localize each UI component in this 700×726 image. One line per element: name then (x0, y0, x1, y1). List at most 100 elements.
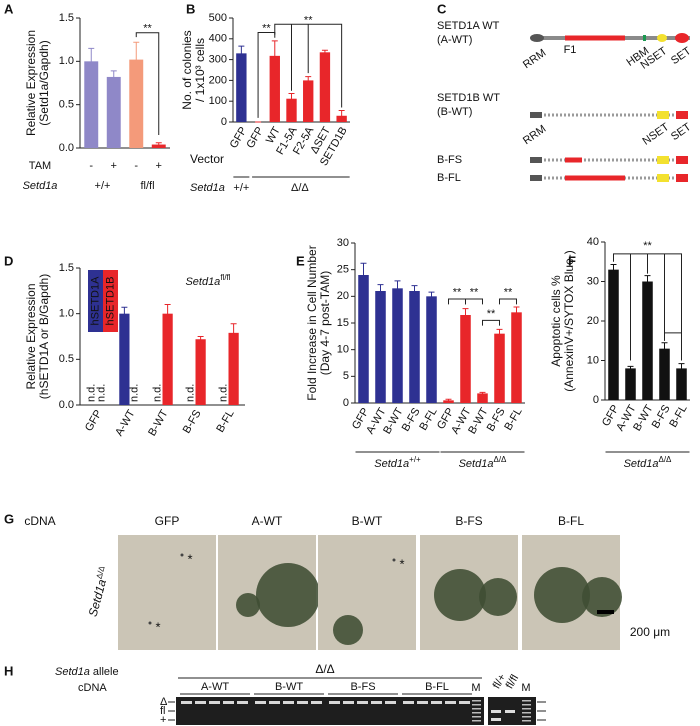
label-part: fl/fl (220, 273, 230, 282)
significance-bracket (448, 298, 466, 305)
band (472, 712, 481, 714)
band (255, 701, 266, 704)
band (522, 720, 531, 722)
label-part: Δ/Δ (493, 455, 507, 464)
row-label: cDNA (78, 682, 107, 694)
band (403, 701, 414, 704)
band-label: fl (160, 705, 166, 717)
band (329, 701, 340, 704)
bar (162, 313, 173, 405)
lane-label: M (471, 682, 480, 694)
colony (582, 577, 622, 617)
significance-label: ** (504, 287, 513, 299)
error-bar (411, 285, 418, 297)
error-bar (496, 328, 503, 338)
colony (333, 615, 363, 645)
colony (256, 563, 320, 627)
construct-label: B-FL (437, 172, 461, 184)
error-bar (238, 45, 245, 61)
domain (530, 175, 542, 181)
band (491, 718, 501, 721)
y-tick-label: 10 (587, 354, 599, 366)
y-axis-label: (Setd1a/Gapdh) (37, 40, 51, 125)
label: Setd1a+/+ (374, 455, 421, 470)
row-label: Setd1a (23, 180, 58, 192)
domain-label: SET (669, 121, 694, 143)
bar (84, 61, 99, 149)
domain (657, 156, 669, 164)
y-tick-label: 30 (337, 237, 349, 249)
y-tick-label: 300 (209, 54, 227, 66)
band (522, 704, 531, 706)
nd-label: n.d. (151, 384, 163, 402)
label-part: Setd1a (55, 666, 90, 678)
column-label: B-WT (352, 514, 383, 528)
bar (375, 291, 386, 403)
error-bar (678, 363, 685, 374)
error-bar (360, 262, 367, 287)
y-tick-label: 0 (593, 394, 599, 406)
y-tick-label: 25 (337, 264, 349, 276)
y-tick-label: 15 (337, 317, 349, 329)
significance-label: ** (470, 287, 479, 299)
colony (534, 567, 590, 623)
label-part: Setd1a (624, 458, 659, 470)
y-axis-label: Apoptotic cells % (549, 275, 563, 367)
band (223, 701, 234, 704)
y-axis-label: / 1x10³ cells (193, 38, 207, 102)
domain (530, 112, 542, 118)
error-bar (394, 280, 401, 296)
bar (269, 55, 280, 122)
lane-label: fl/fl (504, 673, 521, 691)
band (472, 700, 481, 702)
label-part: Setd1a (374, 458, 409, 470)
band (459, 701, 470, 704)
debris (392, 558, 396, 562)
significance-label: ** (487, 308, 496, 320)
row-label: cDNA (24, 514, 55, 528)
x-tick-label: B-FS (400, 406, 423, 434)
band (445, 701, 456, 704)
group-label: +/+ (233, 182, 249, 194)
band (343, 701, 354, 704)
band (472, 704, 481, 706)
band (311, 701, 322, 704)
panel-label: C (437, 1, 447, 16)
label-part: Setd1a (185, 276, 220, 288)
construct-label: SETD1B WT (437, 92, 500, 104)
band (491, 710, 501, 713)
y-tick-label: 0.5 (59, 99, 74, 111)
label-part: Δ/Δ (94, 564, 106, 579)
band (269, 701, 280, 704)
domain (675, 33, 689, 43)
error-bar (230, 323, 237, 342)
significance-bracket (465, 298, 483, 305)
band (417, 701, 428, 704)
error-bar (428, 291, 435, 301)
domain (676, 174, 688, 182)
error-bar (627, 365, 634, 371)
domain-label: RRM (521, 47, 548, 71)
label-part: +/+ (409, 455, 421, 464)
error-bar (321, 49, 328, 55)
y-tick-label: 10 (337, 344, 349, 356)
significance-bracket (274, 23, 343, 108)
y-tick-label: 400 (209, 33, 227, 45)
label: Setd1afl/fl (185, 273, 230, 288)
band (522, 716, 531, 718)
domain-label: F1 (564, 44, 577, 56)
y-axis-label: Relative Expression (24, 283, 38, 389)
bar (659, 348, 670, 400)
band (357, 701, 368, 704)
y-tick-label: 1.5 (59, 12, 74, 24)
micrograph (118, 535, 216, 650)
column-label: A-WT (252, 514, 283, 528)
label-part: Setd1a (86, 578, 109, 619)
band (237, 701, 248, 704)
significance-bracket (257, 32, 276, 118)
error-bar (479, 391, 486, 395)
band (472, 720, 481, 722)
nd-label: n.d. (85, 384, 97, 402)
y-tick-label: 30 (587, 275, 599, 287)
